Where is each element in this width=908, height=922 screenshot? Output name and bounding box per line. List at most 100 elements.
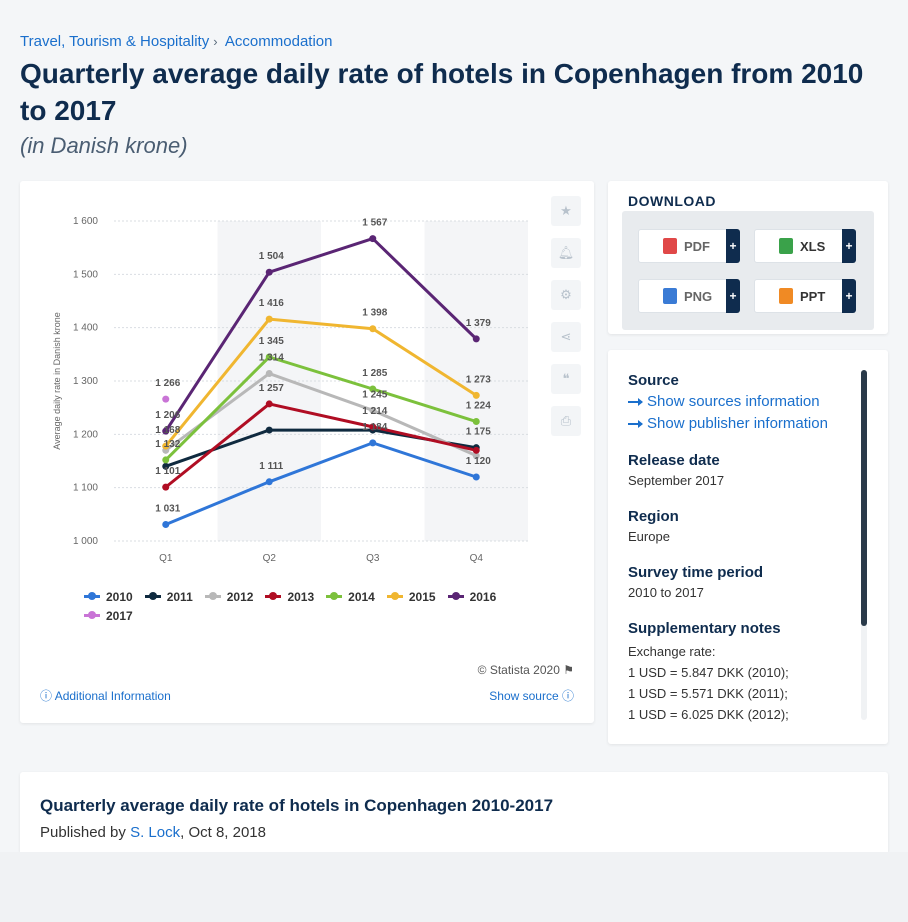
additional-information-link[interactable]: ⓘ Additional Information (40, 687, 171, 704)
flag-icon[interactable]: ⚑ (563, 663, 574, 677)
data-point-2013[interactable] (162, 483, 170, 491)
data-point-2011[interactable] (265, 426, 273, 434)
show-publisher-link[interactable]: Show publisher information (628, 415, 858, 432)
data-label: 1 111 (259, 461, 283, 472)
legend-swatch (326, 592, 343, 600)
data-point-2014[interactable] (369, 385, 377, 393)
breadcrumb-item-accommodation[interactable]: Accommodation (224, 33, 333, 50)
region-label: Region (628, 508, 679, 525)
data-point-2013[interactable] (265, 400, 273, 408)
legend-swatch (84, 611, 100, 619)
release-date-label: Release date (628, 452, 720, 469)
show-source-link[interactable]: Show source ⓘ (489, 687, 574, 704)
data-point-2010[interactable] (162, 520, 170, 528)
copyright-text: © Statista 2020 (477, 663, 560, 677)
gear-icon[interactable]: ⚙ (551, 280, 581, 310)
note-line: 1 USD = 6.025 DKK (2012); (628, 707, 789, 722)
legend-item-2014[interactable]: 2014 (326, 587, 375, 606)
x-tick-label: Q3 (366, 553, 380, 564)
supplementary-notes-label: Supplementary notes (628, 620, 781, 637)
xls-icon (779, 238, 793, 254)
chart-legend: 2010 2011 2012 2013 2014 2015 2016 2017 (84, 587, 524, 625)
data-point-2015[interactable] (162, 442, 170, 450)
plus-icon[interactable]: + (842, 229, 856, 263)
data-point-2016[interactable] (472, 335, 480, 343)
legend-item-2013[interactable]: 2013 (265, 587, 314, 606)
data-point-2014[interactable] (265, 353, 273, 361)
description-card: Quarterly average daily rate of hotels i… (20, 772, 888, 852)
info-content: Source Show sources information Show pub… (628, 372, 858, 725)
note-line: 1 USD = 5.571 DKK (2011); (628, 686, 788, 701)
data-point-2015[interactable] (472, 391, 480, 399)
author-link[interactable]: S. Lock (130, 824, 181, 841)
region-value: Europe (628, 529, 670, 544)
x-tick-label: Q1 (159, 553, 173, 564)
data-point-2014[interactable] (162, 456, 170, 464)
quote-icon[interactable]: ❝ (551, 364, 581, 394)
additional-information-label: Additional Information (54, 689, 171, 703)
legend-item-2016[interactable]: 2016 (447, 587, 496, 606)
png-label: PNG (684, 288, 713, 304)
scrollbar[interactable] (861, 370, 867, 720)
plus-icon[interactable]: + (726, 279, 740, 313)
data-point-2011[interactable] (162, 462, 170, 470)
data-point-2017[interactable] (162, 395, 170, 403)
published-date: , Oct 8, 2018 (180, 824, 266, 841)
data-point-2010[interactable] (369, 439, 377, 447)
series-line-2014 (164, 355, 477, 461)
survey-period-label: Survey time period (628, 564, 764, 581)
legend-label: 2014 (348, 589, 375, 604)
legend-label: 2013 (287, 589, 315, 604)
data-point-2012[interactable] (369, 406, 377, 414)
line-chart: 1 000 1 100 1 200 1 300 1 400 1 500 1 600 Q1 Q2… (52, 216, 528, 564)
show-sources-link[interactable]: Show sources information (628, 393, 858, 410)
data-label: 1 206 (155, 410, 180, 421)
series-line-2016 (164, 237, 478, 432)
download-png-button[interactable]: PNG + (638, 279, 740, 313)
data-label: 1 416 (259, 298, 284, 309)
plus-icon[interactable]: + (726, 229, 740, 263)
legend-item-2017[interactable]: 2017 (84, 606, 133, 625)
y-tick-label: 1 500 (73, 269, 98, 280)
legend-swatch (265, 592, 282, 600)
legend-item-2015[interactable]: 2015 (386, 587, 436, 606)
breadcrumb-item-travel[interactable]: Travel, Tourism & Hospitality (20, 33, 210, 50)
legend-item-2011[interactable]: 2011 (144, 587, 193, 606)
data-label: 1 168 (155, 425, 180, 436)
scrollbar-thumb[interactable] (861, 370, 867, 626)
share-icon[interactable]: ⋖ (551, 322, 581, 352)
download-pdf-button[interactable]: PDF + (638, 229, 740, 263)
series-line-2010 (165, 441, 477, 526)
data-point-2012[interactable] (472, 452, 480, 460)
data-point-2014[interactable] (472, 418, 480, 426)
show-publisher-label: Show publisher information (647, 415, 828, 432)
download-ppt-button[interactable]: PPT + (754, 279, 856, 313)
note-line: 1 USD = 5.847 DKK (2010); (628, 665, 789, 680)
series-line-2013 (164, 402, 477, 489)
data-point-2013[interactable] (369, 423, 377, 431)
data-point-2010[interactable] (265, 478, 273, 486)
download-xls-button[interactable]: XLS + (754, 229, 856, 263)
data-point-2015[interactable] (265, 315, 273, 323)
data-point-2016[interactable] (162, 427, 170, 435)
bell-icon[interactable]: 🔔︎ (551, 238, 581, 268)
star-icon[interactable]: ★ (551, 196, 581, 226)
plus-icon[interactable]: + (842, 279, 856, 313)
legend-item-2010[interactable]: 2010 (84, 587, 133, 606)
data-point-2016[interactable] (265, 268, 273, 276)
data-point-2012[interactable] (265, 370, 273, 378)
series-line-2012 (164, 372, 477, 458)
print-icon[interactable]: ⎙ (551, 406, 581, 436)
data-label: 1 214 (362, 406, 387, 417)
arrow-right-icon (628, 420, 643, 429)
data-point-2015[interactable] (369, 325, 377, 333)
data-label: 1 245 (362, 389, 387, 400)
data-label: 1 031 (155, 503, 180, 514)
data-point-2010[interactable] (472, 473, 480, 481)
data-point-2016[interactable] (369, 235, 377, 243)
y-tick-label: 1 600 (73, 216, 98, 227)
data-point-2013[interactable] (472, 446, 480, 454)
y-tick-label: 1 000 (73, 536, 98, 547)
legend-item-2012[interactable]: 2012 (204, 587, 253, 606)
legend-swatch (386, 592, 403, 600)
